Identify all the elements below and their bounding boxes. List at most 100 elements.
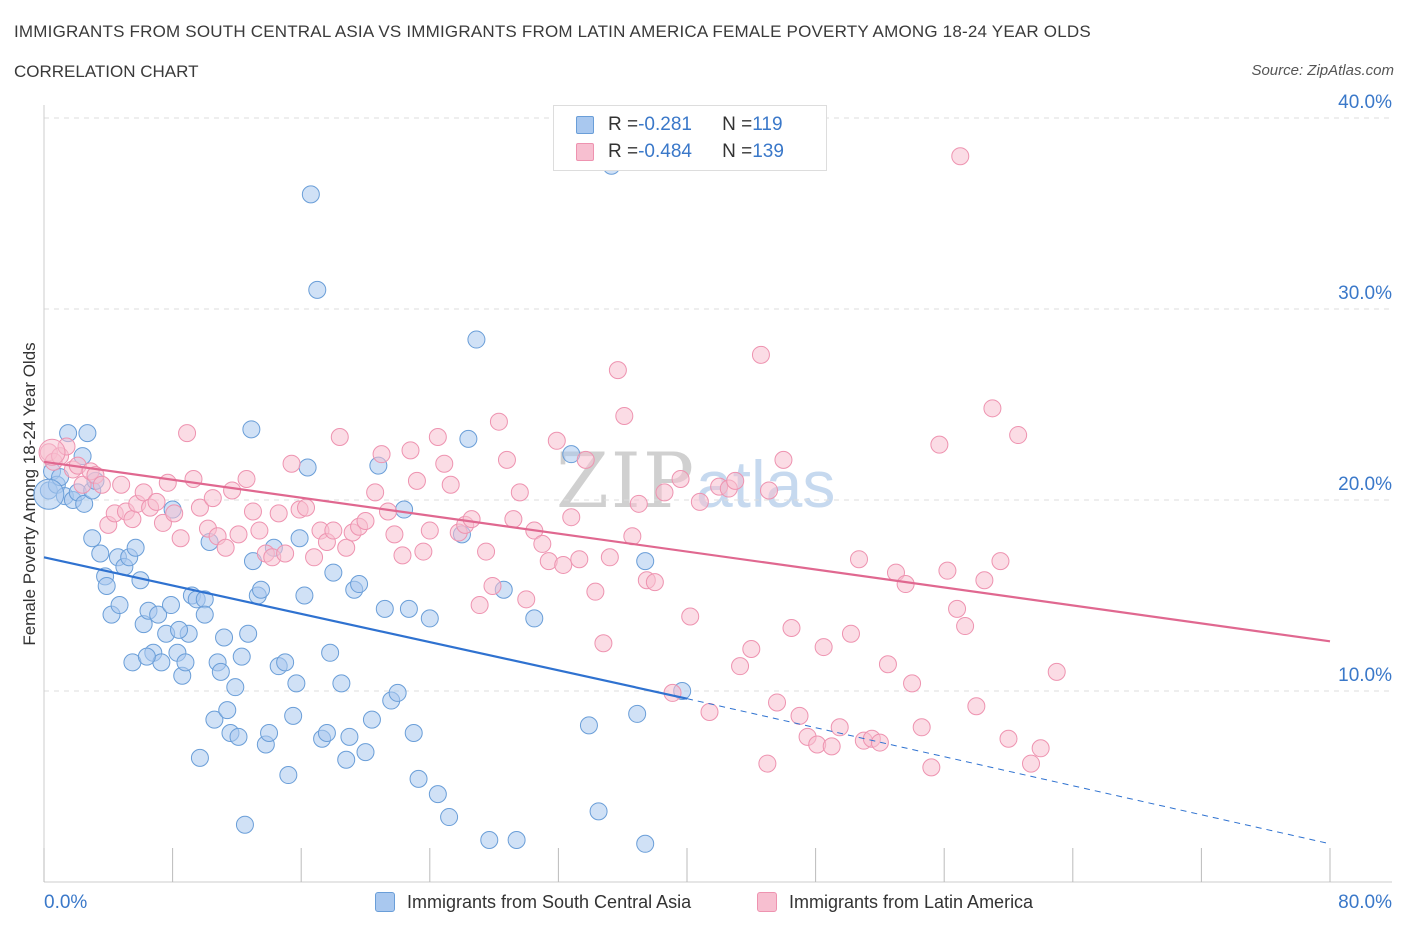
- data-point: [420, 609, 439, 628]
- data-point: [467, 330, 486, 349]
- data-point: [428, 427, 447, 446]
- data-point: [459, 429, 478, 448]
- tick-labels: 10.0% 20.0% 30.0% 40.0% 0.0% 80.0%: [44, 92, 1392, 913]
- data-point: [554, 555, 573, 574]
- data-point: [700, 703, 719, 722]
- data-point: [589, 802, 608, 821]
- data-point: [759, 481, 778, 500]
- data-point: [149, 605, 168, 624]
- data-point: [504, 510, 523, 529]
- data-point: [332, 674, 351, 693]
- series-blue-points: [33, 156, 692, 853]
- data-point: [407, 471, 426, 490]
- data-point: [308, 280, 327, 299]
- data-point: [399, 599, 418, 618]
- data-point: [967, 697, 986, 716]
- data-point: [276, 653, 295, 672]
- data-point: [570, 550, 589, 569]
- data-point-cluster: [33, 478, 65, 510]
- data-point: [483, 576, 502, 595]
- data-point: [395, 500, 414, 519]
- data-point: [615, 406, 634, 425]
- legend-n-value: 139: [752, 141, 784, 162]
- chart-title: IMMIGRANTS FROM SOUTH CENTRAL ASIA VS IM…: [14, 22, 1091, 41]
- stats-legend: R = -0.281 N = 119 R = -0.484 N = 139: [553, 105, 827, 171]
- data-point: [330, 427, 349, 446]
- data-point: [999, 729, 1018, 748]
- data-point: [525, 609, 544, 628]
- data-point: [203, 489, 222, 508]
- data-point: [226, 678, 245, 697]
- data-point: [366, 483, 385, 502]
- data-point: [731, 657, 750, 676]
- bottom-legend-label-pink: Immigrants from Latin America: [789, 891, 1034, 912]
- data-point: [645, 573, 664, 592]
- data-point: [576, 450, 595, 469]
- data-point: [1047, 662, 1066, 681]
- y-tick-label: 10.0%: [1338, 665, 1392, 686]
- trend-line-pink: [43, 460, 1331, 643]
- data-point: [242, 420, 261, 439]
- data-point: [636, 834, 655, 853]
- data-point: [1031, 739, 1050, 758]
- data-point: [385, 525, 404, 544]
- data-point: [608, 361, 627, 380]
- data-point: [870, 733, 889, 752]
- data-point: [751, 345, 770, 364]
- data-point: [321, 643, 340, 662]
- data-point: [409, 769, 428, 788]
- data-point: [956, 617, 975, 636]
- data-point: [362, 710, 381, 729]
- data-point: [232, 647, 251, 666]
- data-point: [1022, 754, 1041, 773]
- data-point: [324, 521, 343, 540]
- data-point: [629, 494, 648, 513]
- data-point: [305, 548, 324, 567]
- data-point: [250, 521, 269, 540]
- data-point: [229, 727, 248, 746]
- data-point: [671, 469, 690, 488]
- data-point: [301, 185, 320, 204]
- data-point: [97, 576, 116, 595]
- data-point: [137, 647, 156, 666]
- data-point: [822, 737, 841, 756]
- legend-r-label: R =: [608, 114, 639, 135]
- data-point: [324, 563, 343, 582]
- legend-swatch-pink: [576, 143, 594, 161]
- data-point: [223, 481, 242, 500]
- data-point: [830, 718, 849, 737]
- data-point: [211, 662, 230, 681]
- data-point: [441, 475, 460, 494]
- data-point: [628, 704, 647, 723]
- trend-line-blue-extension: [686, 698, 1331, 845]
- trend-lines: [43, 460, 1331, 845]
- data-point-cluster: [38, 438, 66, 466]
- data-point: [663, 683, 682, 702]
- y-tick-label: 40.0%: [1338, 92, 1392, 113]
- data-point: [562, 508, 581, 527]
- data-point: [401, 441, 420, 460]
- data-point: [768, 693, 787, 712]
- data-point: [404, 724, 423, 743]
- data-point: [428, 785, 447, 804]
- data-point: [533, 534, 552, 553]
- legend-n-label: N =: [722, 114, 753, 135]
- data-point: [758, 754, 777, 773]
- data-point: [112, 475, 131, 494]
- data-point: [948, 599, 967, 618]
- data-point: [983, 399, 1002, 418]
- data-point: [930, 435, 949, 454]
- data-point: [195, 605, 214, 624]
- data-point: [579, 716, 598, 735]
- data-point: [279, 766, 298, 785]
- data-point: [282, 454, 301, 473]
- data-point: [774, 450, 793, 469]
- data-point: [507, 830, 526, 849]
- data-point: [440, 808, 459, 827]
- data-point: [176, 653, 195, 672]
- data-point: [477, 542, 496, 561]
- data-point: [841, 624, 860, 643]
- data-point: [878, 655, 897, 674]
- grid-lines: [44, 117, 1392, 692]
- data-point: [547, 431, 566, 450]
